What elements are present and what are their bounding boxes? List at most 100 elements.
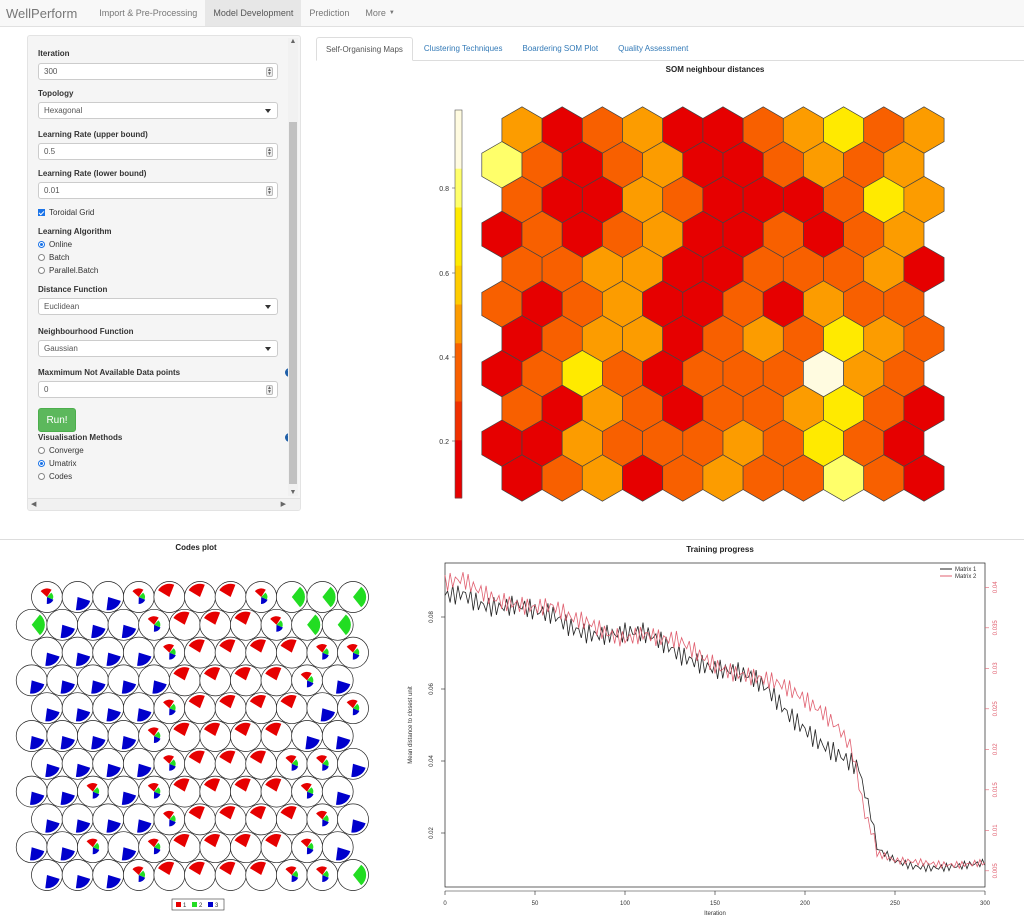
x-tick-label: 150: [710, 901, 721, 907]
lr-upper-input[interactable]: 0.5 ▲ ▼: [38, 143, 278, 160]
codes-segment-3: [30, 791, 45, 805]
y-tick-label: 0.08: [429, 611, 435, 623]
tab-bar: Self-Organising Maps Clustering Techniqu…: [316, 37, 1024, 61]
colorbar-segment: [455, 284, 462, 305]
topology-select[interactable]: Hexagonal: [38, 102, 278, 119]
y2-tick-label: 0.01: [993, 824, 999, 836]
radio-icon[interactable]: [38, 254, 45, 261]
codes-segment-2: [291, 759, 298, 767]
codes-segment-3: [320, 708, 335, 722]
scroll-left-icon[interactable]: ◀: [31, 501, 37, 508]
codes-segment-1: [234, 667, 251, 681]
y-tick-label: 0.04: [429, 755, 435, 767]
codes-segment-1: [300, 671, 312, 681]
codes-segment-1: [188, 639, 205, 653]
iteration-input[interactable]: 300 ▲ ▼: [38, 63, 278, 80]
codes-segment-2: [169, 703, 176, 711]
codes-segment-2: [353, 703, 360, 711]
lr-lower-label: Learning Rate (lower bound): [38, 169, 147, 178]
nav-more[interactable]: More ▼: [357, 0, 402, 26]
y2-tick-label: 0.04: [993, 581, 999, 593]
neighbourhood-select[interactable]: Gaussian: [38, 340, 278, 357]
codes-segment-2: [353, 864, 367, 886]
spinner-icon[interactable]: ▲ ▼: [266, 385, 273, 395]
nav-more-label: More: [365, 8, 386, 18]
codes-segment-3: [152, 680, 167, 694]
colorbar-segment: [455, 245, 462, 266]
codes-segment-3: [322, 819, 329, 827]
scroll-right-icon[interactable]: ▶: [280, 501, 286, 508]
nav-model-development[interactable]: Model Development: [205, 0, 302, 26]
brand-title[interactable]: WellPerform: [6, 5, 78, 21]
codes-segment-1: [219, 750, 236, 764]
codes-segment-3: [261, 597, 268, 605]
algorithm-option-parallel[interactable]: Parallel.Batch: [38, 266, 98, 275]
spinner-icon[interactable]: ▲ ▼: [266, 67, 273, 77]
codes-segment-1: [132, 866, 144, 875]
radio-selected-icon[interactable]: [38, 460, 45, 467]
checkbox-checked-icon[interactable]: [38, 209, 45, 216]
lr-lower-input[interactable]: 0.01 ▲ ▼: [38, 182, 278, 199]
vis-option-umatrix[interactable]: Umatrix: [38, 459, 77, 468]
vis-label-text: Visualisation Methods: [38, 433, 123, 442]
tab-clustering[interactable]: Clustering Techniques: [423, 44, 503, 53]
colorbar-segment: [455, 168, 462, 189]
codes-segment-1: [188, 861, 205, 875]
codes-segment-1: [265, 778, 282, 792]
vertical-scrollbar[interactable]: ▲ ▼: [288, 38, 298, 496]
legend-label: Matrix 2: [955, 574, 977, 580]
codes-segment-1: [280, 694, 297, 709]
run-button[interactable]: Run!: [38, 408, 76, 432]
toroidal-checkbox[interactable]: Toroidal Grid: [38, 208, 94, 217]
vis-option-codes[interactable]: Codes: [38, 472, 72, 481]
codes-segment-3: [106, 819, 121, 833]
codes-segment-1: [86, 838, 98, 848]
nav-import[interactable]: Import & Pre-Processing: [99, 8, 198, 18]
radio-selected-icon[interactable]: [38, 241, 45, 248]
max-na-input[interactable]: 0 ▲ ▼: [38, 381, 278, 398]
codes-segment-2: [291, 586, 305, 608]
codes-segment-3: [30, 680, 45, 694]
codes-segment-3: [276, 624, 283, 632]
algorithm-option-online[interactable]: Online: [38, 240, 72, 249]
distance-select[interactable]: Euclidean: [38, 298, 278, 315]
settings-sidebar: Iteration 300 ▲ ▼ Topology Hexagonal Learn…: [27, 35, 301, 511]
topology-label: Topology: [38, 89, 74, 98]
tab-boardering-som[interactable]: Boardering SOM Plot: [522, 44, 599, 53]
codes-segment-2: [92, 842, 100, 850]
radio-icon[interactable]: [38, 473, 45, 480]
codes-segment-3: [169, 819, 176, 827]
scroll-down-icon[interactable]: ▼: [289, 489, 297, 496]
x-axis-label: Iteration: [704, 911, 726, 917]
spinner-icon[interactable]: ▲ ▼: [266, 147, 273, 157]
codes-segment-3: [137, 763, 152, 778]
dropdown-arrow-icon: [265, 305, 271, 309]
codes-segment-1: [234, 778, 251, 792]
algorithm-option-batch[interactable]: Batch: [38, 253, 69, 262]
lr-upper-value: 0.5: [44, 147, 56, 156]
vis-option-converge[interactable]: Converge: [38, 446, 84, 455]
scrollbar-thumb[interactable]: [289, 122, 297, 484]
codes-segment-1: [280, 806, 297, 820]
codes-segment-3: [137, 652, 152, 666]
colorbar-tick-label: 0.4: [439, 355, 449, 362]
codes-segment-1: [40, 588, 52, 597]
lr-lower-value: 0.01: [44, 186, 60, 195]
radio-icon[interactable]: [38, 267, 45, 274]
codes-segment-1: [316, 755, 327, 764]
nav-prediction[interactable]: Prediction: [309, 8, 350, 18]
codes-segment-1: [147, 727, 159, 736]
distance-value: Euclidean: [44, 302, 80, 311]
x-tick-label: 50: [532, 901, 539, 907]
tab-self-organising-maps[interactable]: Self-Organising Maps: [316, 37, 413, 61]
toroidal-label: Toroidal Grid: [49, 208, 95, 217]
codes-segment-3: [91, 680, 106, 694]
spinner-icon[interactable]: ▲ ▼: [266, 186, 273, 196]
colorbar-tick-label: 0.6: [439, 271, 449, 278]
tab-quality-assessment[interactable]: Quality Assessment: [618, 44, 689, 53]
radio-icon[interactable]: [38, 447, 45, 454]
scroll-up-icon[interactable]: ▲: [289, 38, 297, 45]
horizontal-scrollbar[interactable]: ◀ ▶: [28, 498, 300, 510]
codes-segment-1: [249, 750, 266, 764]
codes-segment-2: [322, 648, 329, 655]
